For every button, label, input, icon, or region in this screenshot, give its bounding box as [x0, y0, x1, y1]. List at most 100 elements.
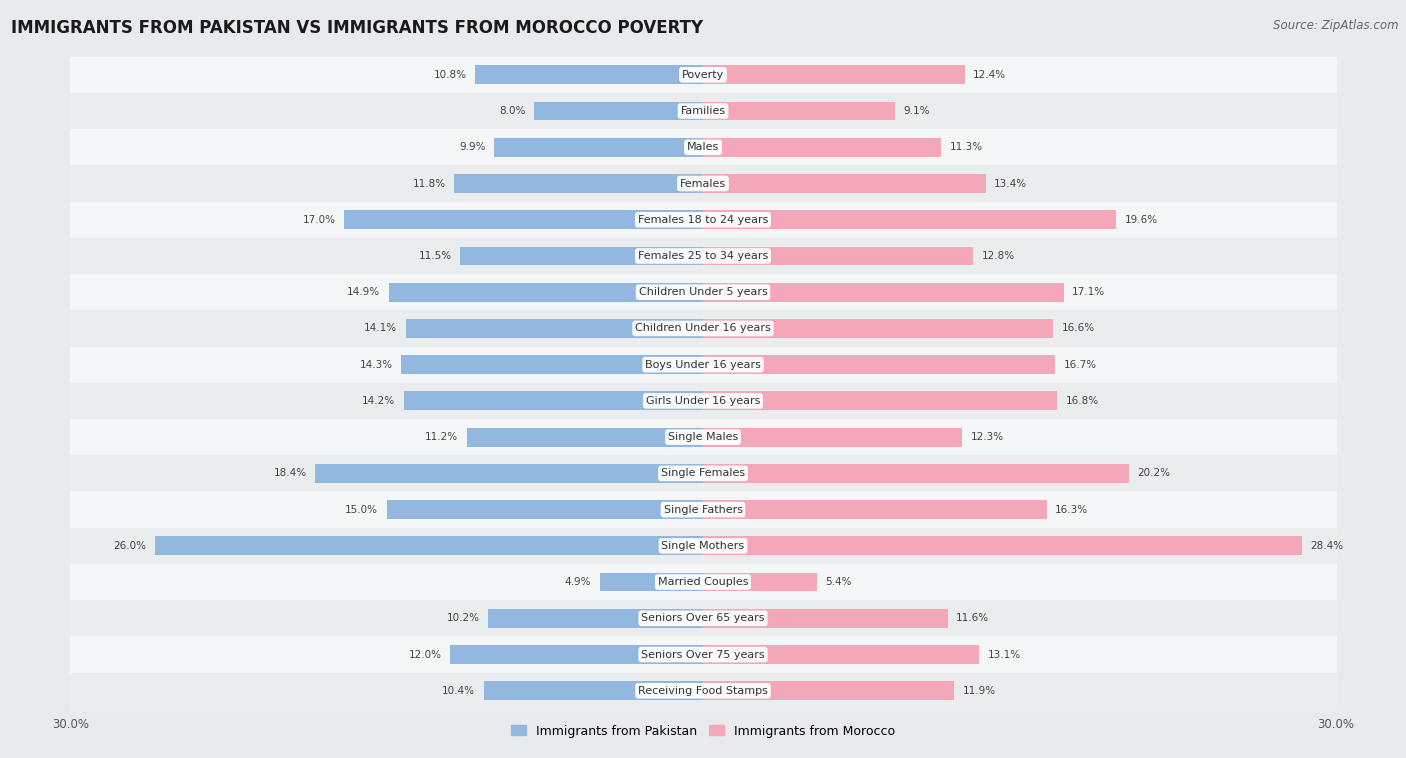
Text: 8.0%: 8.0%: [499, 106, 526, 116]
Text: 16.8%: 16.8%: [1066, 396, 1099, 406]
Text: 10.8%: 10.8%: [434, 70, 467, 80]
Bar: [70, 456, 1336, 491]
Text: 13.1%: 13.1%: [987, 650, 1021, 659]
Text: 26.0%: 26.0%: [114, 541, 146, 551]
Text: Girls Under 16 years: Girls Under 16 years: [645, 396, 761, 406]
Text: 11.3%: 11.3%: [949, 143, 983, 152]
Bar: [450, 645, 703, 664]
Bar: [70, 346, 1336, 383]
Text: 16.6%: 16.6%: [1062, 324, 1095, 334]
Bar: [467, 428, 703, 446]
Bar: [70, 419, 1336, 456]
Text: 11.9%: 11.9%: [962, 686, 995, 696]
Text: Single Females: Single Females: [661, 468, 745, 478]
Bar: [703, 283, 1064, 302]
Bar: [70, 383, 1336, 419]
Bar: [534, 102, 703, 121]
Bar: [703, 500, 1046, 519]
Bar: [70, 202, 1336, 238]
Bar: [703, 246, 973, 265]
Bar: [70, 165, 1336, 202]
Text: Married Couples: Married Couples: [658, 577, 748, 587]
Bar: [70, 491, 1336, 528]
Text: Single Mothers: Single Mothers: [661, 541, 745, 551]
Bar: [703, 537, 1302, 556]
Text: Poverty: Poverty: [682, 70, 724, 80]
Text: 11.2%: 11.2%: [425, 432, 458, 442]
Text: 4.9%: 4.9%: [565, 577, 591, 587]
Bar: [703, 391, 1057, 410]
Text: 9.9%: 9.9%: [460, 143, 486, 152]
Text: 10.2%: 10.2%: [447, 613, 479, 623]
Text: Males: Males: [688, 143, 718, 152]
Bar: [454, 174, 703, 193]
Bar: [70, 57, 1336, 93]
Bar: [406, 319, 703, 338]
Text: 12.0%: 12.0%: [409, 650, 441, 659]
Text: Females 25 to 34 years: Females 25 to 34 years: [638, 251, 768, 261]
Text: 17.0%: 17.0%: [304, 215, 336, 224]
Bar: [703, 138, 942, 157]
Bar: [703, 102, 896, 121]
Text: Children Under 5 years: Children Under 5 years: [638, 287, 768, 297]
Bar: [484, 681, 703, 700]
Text: Females: Females: [681, 178, 725, 189]
Bar: [70, 274, 1336, 310]
Bar: [703, 319, 1053, 338]
Bar: [387, 500, 703, 519]
Bar: [402, 356, 703, 374]
Bar: [70, 93, 1336, 129]
Text: 18.4%: 18.4%: [273, 468, 307, 478]
Text: 14.1%: 14.1%: [364, 324, 398, 334]
Text: 11.8%: 11.8%: [412, 178, 446, 189]
Text: 12.4%: 12.4%: [973, 70, 1007, 80]
Text: 12.8%: 12.8%: [981, 251, 1015, 261]
Bar: [703, 645, 979, 664]
Text: 28.4%: 28.4%: [1310, 541, 1344, 551]
Text: Single Males: Single Males: [668, 432, 738, 442]
Text: 14.9%: 14.9%: [347, 287, 380, 297]
Bar: [703, 609, 948, 628]
Legend: Immigrants from Pakistan, Immigrants from Morocco: Immigrants from Pakistan, Immigrants fro…: [506, 719, 900, 743]
Bar: [70, 600, 1336, 637]
Bar: [404, 391, 703, 410]
Bar: [315, 464, 703, 483]
Text: 15.0%: 15.0%: [346, 505, 378, 515]
Bar: [703, 681, 953, 700]
Bar: [70, 637, 1336, 672]
Text: Children Under 16 years: Children Under 16 years: [636, 324, 770, 334]
Bar: [703, 210, 1116, 229]
Text: 12.3%: 12.3%: [970, 432, 1004, 442]
Bar: [703, 428, 962, 446]
Bar: [70, 672, 1336, 709]
Text: Females 18 to 24 years: Females 18 to 24 years: [638, 215, 768, 224]
Text: Seniors Over 65 years: Seniors Over 65 years: [641, 613, 765, 623]
Bar: [703, 464, 1129, 483]
Bar: [70, 310, 1336, 346]
Text: 9.1%: 9.1%: [903, 106, 929, 116]
Text: Receiving Food Stamps: Receiving Food Stamps: [638, 686, 768, 696]
Text: 14.3%: 14.3%: [360, 360, 392, 370]
Bar: [388, 283, 703, 302]
Text: Boys Under 16 years: Boys Under 16 years: [645, 360, 761, 370]
Bar: [70, 129, 1336, 165]
Text: 14.2%: 14.2%: [361, 396, 395, 406]
Text: 16.3%: 16.3%: [1054, 505, 1088, 515]
Bar: [599, 572, 703, 591]
Bar: [461, 246, 703, 265]
Bar: [703, 572, 817, 591]
Text: 20.2%: 20.2%: [1137, 468, 1170, 478]
Bar: [70, 564, 1336, 600]
Text: Families: Families: [681, 106, 725, 116]
Bar: [703, 174, 986, 193]
Text: 17.1%: 17.1%: [1073, 287, 1105, 297]
Text: IMMIGRANTS FROM PAKISTAN VS IMMIGRANTS FROM MOROCCO POVERTY: IMMIGRANTS FROM PAKISTAN VS IMMIGRANTS F…: [11, 19, 703, 37]
Text: 11.6%: 11.6%: [956, 613, 990, 623]
Bar: [495, 138, 703, 157]
Text: 13.4%: 13.4%: [994, 178, 1028, 189]
Bar: [70, 238, 1336, 274]
Text: 5.4%: 5.4%: [825, 577, 852, 587]
Text: 16.7%: 16.7%: [1064, 360, 1097, 370]
Bar: [70, 528, 1336, 564]
Text: 19.6%: 19.6%: [1125, 215, 1159, 224]
